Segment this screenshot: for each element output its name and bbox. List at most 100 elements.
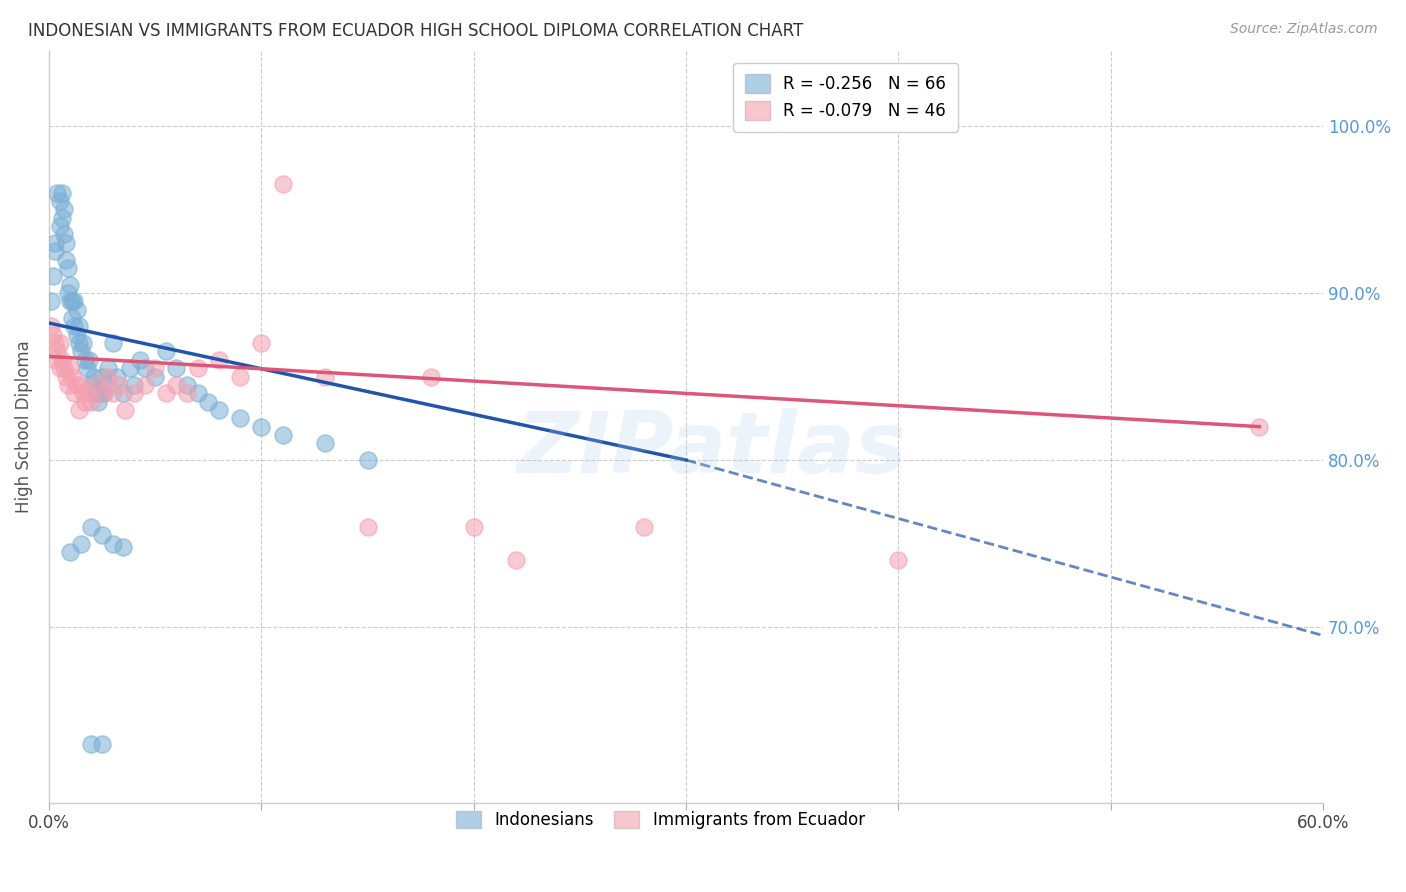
Point (112, 540, 135, 554)
Point (63, 319, 86, 334)
Point (69, 377, 91, 392)
Point (105, 369, 128, 384)
Point (93, 386, 115, 401)
Point (134, 361, 156, 376)
Point (42, 327, 65, 342)
Point (97, 369, 120, 384)
Legend: Indonesians, Immigrants from Ecuador: Indonesians, Immigrants from Ecuador (450, 804, 872, 836)
Point (63, 386, 86, 401)
Point (118, 361, 141, 376)
Point (633, 520, 655, 534)
Point (56, 260, 79, 275)
Point (134, 377, 156, 392)
Point (101, 336, 124, 351)
Point (155, 344, 177, 359)
Point (83, 369, 105, 384)
Point (65, 327, 87, 342)
Point (44, 235, 66, 250)
Point (122, 386, 145, 401)
Point (176, 377, 198, 392)
Point (187, 361, 209, 376)
Point (51, 186, 73, 200)
Point (143, 361, 166, 376)
Point (69, 344, 91, 359)
Point (122, 377, 145, 392)
Point (96, 377, 118, 392)
Point (250, 336, 273, 351)
Point (229, 411, 252, 425)
Point (80, 394, 103, 409)
Point (80, 737, 103, 751)
Point (114, 403, 136, 417)
Point (165, 361, 187, 376)
Point (48, 219, 70, 234)
Point (72, 386, 94, 401)
Point (229, 369, 252, 384)
Point (46, 186, 69, 200)
Point (505, 553, 527, 567)
Point (197, 394, 219, 409)
Y-axis label: High School Diploma: High School Diploma (15, 340, 32, 513)
Point (39, 294, 62, 309)
Point (44, 244, 66, 259)
Point (56, 377, 79, 392)
Point (91, 737, 114, 751)
Point (79, 352, 101, 367)
Point (101, 386, 124, 401)
Point (59, 545, 82, 559)
Point (60, 311, 83, 326)
Point (84, 377, 107, 392)
Text: INDONESIAN VS IMMIGRANTS FROM ECUADOR HIGH SCHOOL DIPLOMA CORRELATION CHART: INDONESIAN VS IMMIGRANTS FROM ECUADOR HI… (28, 22, 803, 40)
Point (356, 520, 378, 534)
Point (55, 252, 77, 267)
Point (314, 436, 336, 450)
Point (39, 319, 62, 334)
Point (80, 520, 103, 534)
Point (46, 344, 69, 359)
Point (463, 520, 485, 534)
Point (97, 361, 120, 376)
Point (59, 294, 82, 309)
Point (55, 235, 77, 250)
Point (112, 386, 135, 401)
Point (67, 403, 90, 417)
Point (42, 269, 65, 284)
Point (271, 178, 294, 192)
Point (59, 361, 82, 376)
Point (75, 394, 97, 409)
Point (165, 377, 187, 392)
Point (87, 394, 110, 409)
Point (52, 227, 75, 242)
Point (91, 369, 114, 384)
Point (75, 352, 97, 367)
Point (89, 386, 111, 401)
Point (187, 386, 209, 401)
Point (48, 361, 70, 376)
Point (51, 352, 73, 367)
Point (155, 386, 177, 401)
Point (356, 453, 378, 467)
Point (91, 386, 114, 401)
Point (129, 352, 152, 367)
Point (67, 319, 90, 334)
Point (250, 419, 273, 434)
Point (69, 536, 91, 550)
Point (55, 369, 77, 384)
Point (59, 277, 82, 292)
Point (84, 386, 107, 401)
Point (208, 403, 231, 417)
Point (48, 336, 70, 351)
Point (314, 369, 336, 384)
Point (65, 377, 87, 392)
Point (48, 194, 70, 208)
Point (63, 294, 86, 309)
Text: Source: ZipAtlas.com: Source: ZipAtlas.com (1230, 22, 1378, 37)
Point (76, 386, 98, 401)
Point (51, 211, 73, 225)
Point (143, 369, 166, 384)
Point (91, 528, 114, 542)
Point (56, 285, 79, 300)
Point (44, 352, 66, 367)
Point (208, 352, 231, 367)
Point (101, 536, 124, 550)
